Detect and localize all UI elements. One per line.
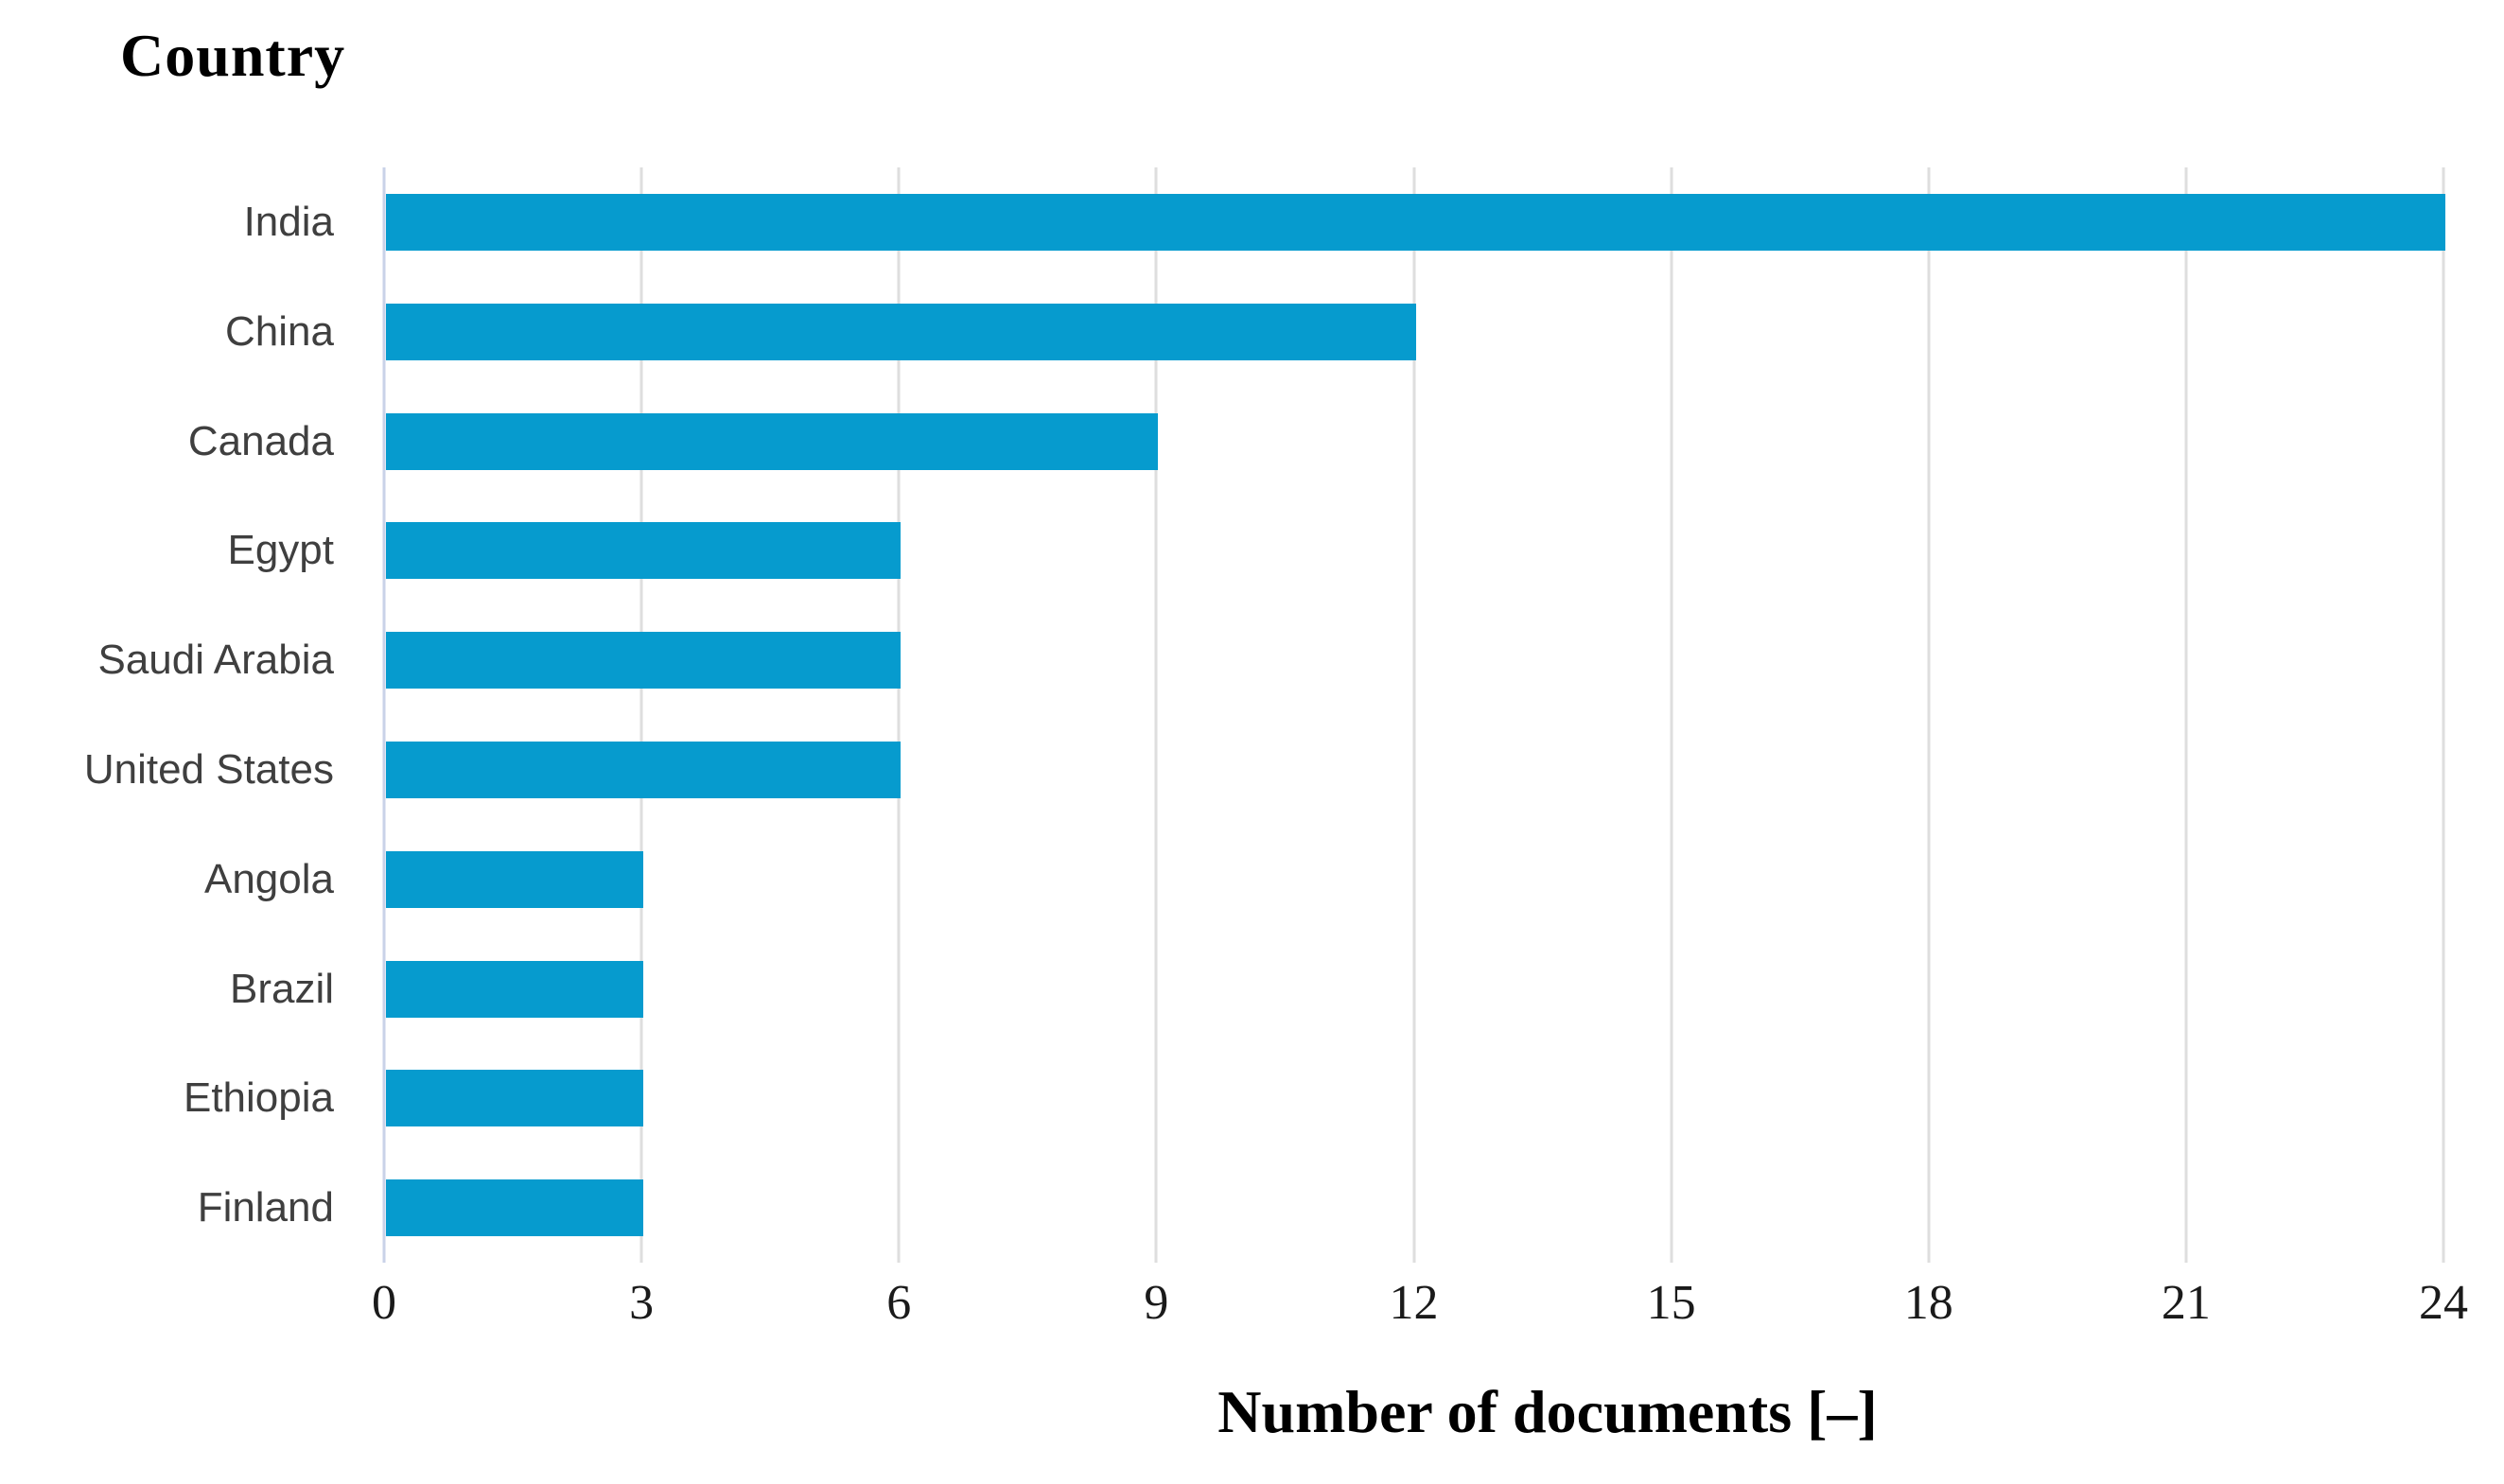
x-axis-ticks: 0 3 6 9 12 15 18 21 24 bbox=[372, 1275, 2468, 1341]
x-tick-label: 0 bbox=[372, 1276, 396, 1330]
category-label: India bbox=[243, 198, 334, 245]
category-axis: India China Canada Egypt Saudi Arabia United … bbox=[0, 167, 334, 1263]
gridline bbox=[1670, 167, 1673, 1263]
plot-area bbox=[382, 167, 2445, 1263]
bar[interactable] bbox=[386, 412, 1159, 470]
chart-title: Country bbox=[120, 22, 346, 89]
y-axis-line bbox=[382, 167, 386, 1263]
category-label: Brazil bbox=[229, 965, 334, 1012]
gridline bbox=[1154, 167, 1158, 1263]
bar[interactable] bbox=[386, 741, 902, 798]
x-axis-label: Number of documents [–] bbox=[1217, 1378, 1878, 1445]
category-label: Canada bbox=[187, 417, 334, 464]
category-label: Angola bbox=[203, 855, 334, 902]
gridline bbox=[639, 167, 643, 1263]
bar[interactable] bbox=[386, 193, 2445, 251]
x-tick-label: 9 bbox=[1144, 1276, 1169, 1330]
category-label: Saudi Arabia bbox=[97, 637, 334, 684]
gridline bbox=[2442, 167, 2445, 1263]
category-label: Ethiopia bbox=[183, 1074, 334, 1122]
x-tick-label: 3 bbox=[629, 1276, 655, 1330]
x-tick-label: 21 bbox=[2161, 1276, 2211, 1330]
category-label: China bbox=[225, 307, 334, 355]
gridline bbox=[1412, 167, 1415, 1263]
x-tick-label: 6 bbox=[886, 1276, 912, 1330]
category-label: Egypt bbox=[227, 527, 334, 574]
bar[interactable] bbox=[386, 960, 644, 1018]
x-tick-label: 18 bbox=[1903, 1276, 1953, 1330]
bar[interactable] bbox=[386, 850, 644, 908]
gridline bbox=[1927, 167, 1931, 1263]
category-label: United States bbox=[83, 745, 334, 793]
gridline bbox=[2184, 167, 2188, 1263]
category-label: Finland bbox=[197, 1184, 334, 1231]
gridline bbox=[897, 167, 901, 1263]
x-tick-label: 24 bbox=[2419, 1276, 2468, 1330]
x-tick-label: 15 bbox=[1646, 1276, 1696, 1330]
bar[interactable] bbox=[386, 632, 902, 690]
bar[interactable] bbox=[386, 1179, 644, 1237]
x-tick-label: 12 bbox=[1389, 1276, 1439, 1330]
bar[interactable] bbox=[386, 1070, 644, 1127]
bar[interactable] bbox=[386, 522, 902, 580]
bar[interactable] bbox=[386, 303, 1416, 360]
